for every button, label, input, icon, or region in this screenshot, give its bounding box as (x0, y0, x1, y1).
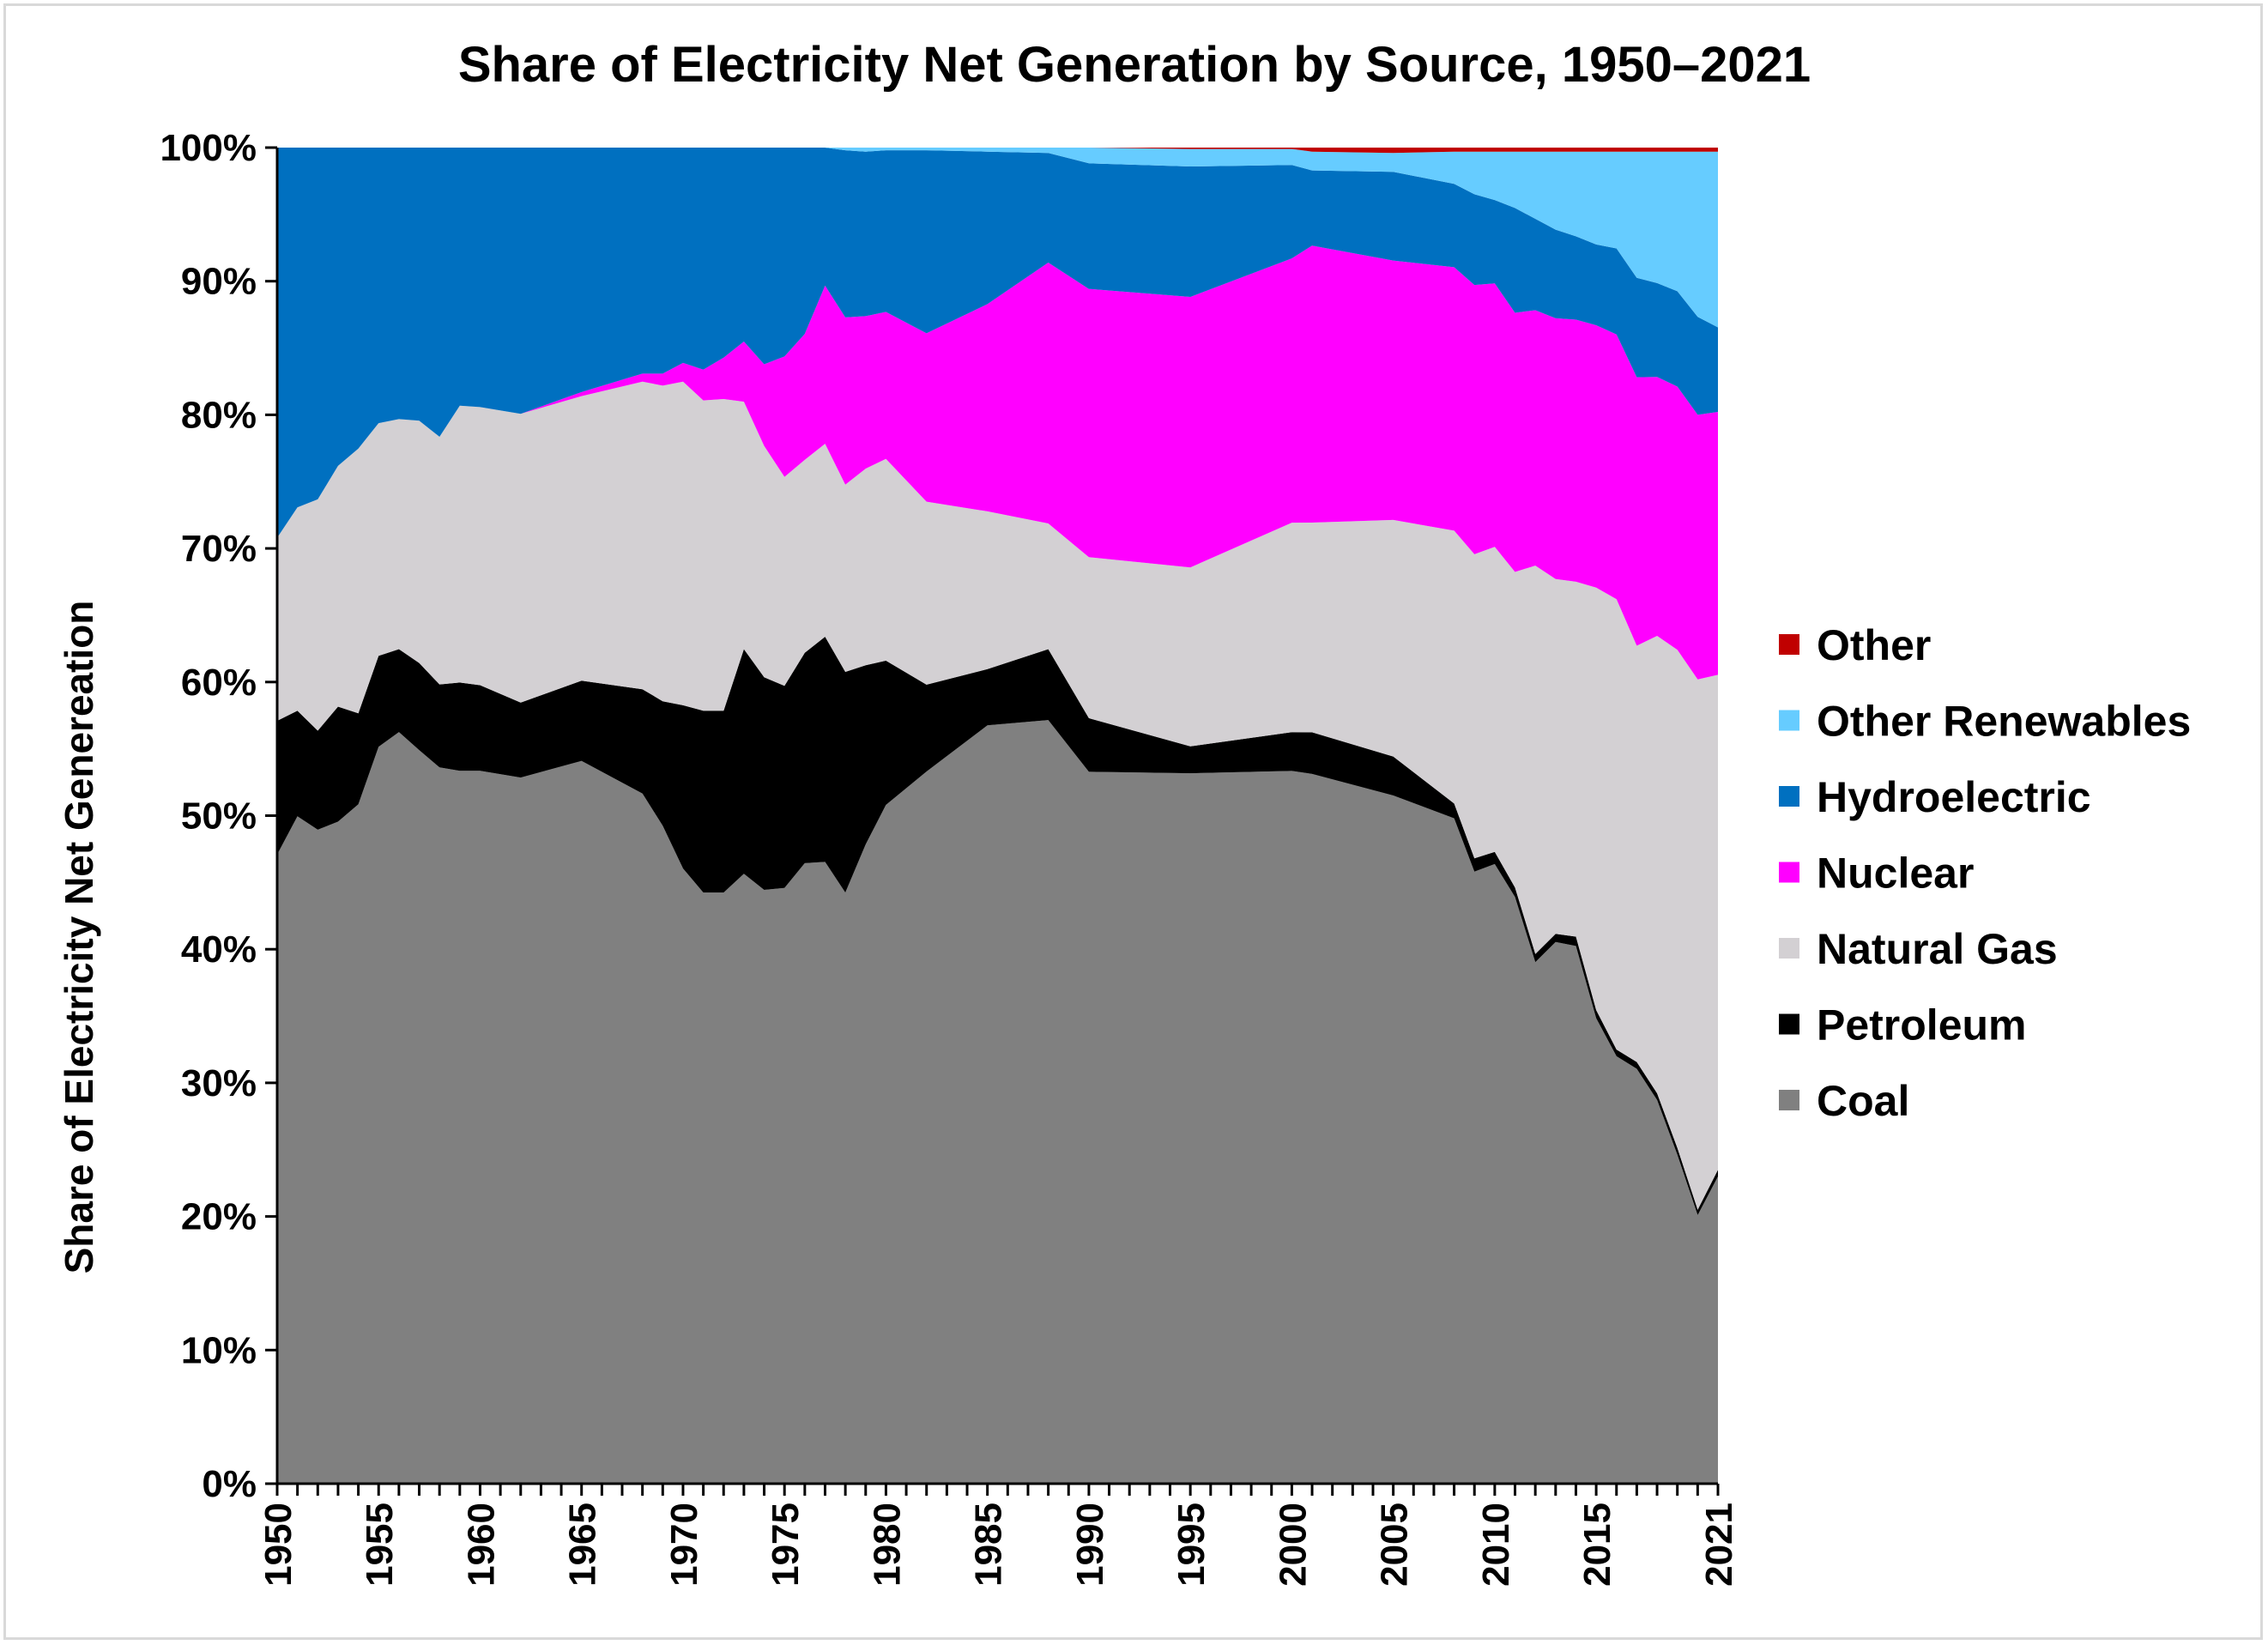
legend-swatch-nuclear (1779, 862, 1799, 883)
x-tick-label: 1970 (663, 1503, 705, 1587)
legend-swatch-petroleum (1779, 1013, 1799, 1035)
y-tick-label: 50% (181, 795, 257, 838)
y-tick-label: 90% (181, 261, 257, 303)
x-tick-label: 2000 (1272, 1503, 1314, 1587)
legend-swatch-other (1779, 634, 1799, 655)
x-tick-label: 1980 (866, 1503, 908, 1587)
legend-label-nuclear: Nuclear (1817, 850, 1974, 898)
legend-swatch-hydroelectric (1779, 786, 1799, 807)
y-tick-label: 0% (202, 1463, 257, 1505)
legend-label-natural-gas: Natural Gas (1817, 925, 2058, 973)
y-tick-label: 40% (181, 928, 257, 971)
y-axis-label: Share of Electricity Net Genereation (57, 601, 101, 1274)
y-tick-label: 70% (181, 528, 257, 570)
legend-label-other-renewables: Other Renewables (1817, 698, 2191, 746)
chart-title: Share of Electricity Net Generation by S… (458, 37, 1811, 93)
x-tick-label: 2010 (1475, 1503, 1517, 1587)
y-tick-label: 80% (181, 394, 257, 436)
x-tick-label: 1965 (562, 1503, 604, 1587)
area-coal (277, 720, 1718, 1484)
y-tick-label: 10% (181, 1329, 257, 1371)
legend-label-hydroelectric: Hydroelectric (1817, 773, 2091, 821)
y-tick-label: 20% (181, 1196, 257, 1238)
y-tick-labels: 0% 10% 20% 30% 40% 50% 60% 70% 80% 90% 100% (160, 127, 257, 1505)
x-tick-label: 1990 (1069, 1503, 1111, 1587)
area-natural-gas (277, 381, 1718, 1210)
legend-swatch-other-renewables (1779, 710, 1799, 731)
area-other-renewables (277, 148, 1718, 328)
y-tick-label: 30% (181, 1062, 257, 1104)
x-tick-labels: 1950 1955 1960 1965 1970 1975 1980 1985 1990 1995… (257, 1503, 1740, 1587)
x-tick-label: 1995 (1170, 1503, 1213, 1587)
legend: Other Other Renewables Hydroelectric Nuclea… (1779, 621, 2191, 1125)
x-tick-label: 1960 (460, 1503, 502, 1587)
x-tick-label: 2021 (1698, 1503, 1740, 1587)
area-series-group (277, 148, 1718, 1484)
x-tick-label: 2005 (1374, 1503, 1416, 1587)
x-tick-label: 2015 (1576, 1503, 1618, 1587)
axes-group (265, 146, 1720, 1496)
x-tick-label: 1950 (257, 1503, 299, 1587)
legend-label-petroleum: Petroleum (1817, 1001, 2027, 1049)
legend-label-other: Other (1817, 621, 1931, 669)
x-tick-label: 1985 (968, 1503, 1010, 1587)
chart-frame (3, 3, 2263, 1640)
y-tick-label: 60% (181, 662, 257, 704)
area-hydroelectric (277, 148, 1718, 538)
y-tick-label: 100% (160, 127, 257, 169)
area-petroleum (277, 637, 1718, 1215)
legend-swatch-natural-gas (1779, 938, 1799, 959)
legend-label-coal: Coal (1817, 1077, 1909, 1125)
area-nuclear (277, 245, 1718, 680)
area-other (277, 148, 1718, 154)
x-tick-label: 1975 (765, 1503, 807, 1587)
legend-swatch-coal (1779, 1090, 1799, 1110)
x-tick-label: 1955 (359, 1503, 401, 1587)
